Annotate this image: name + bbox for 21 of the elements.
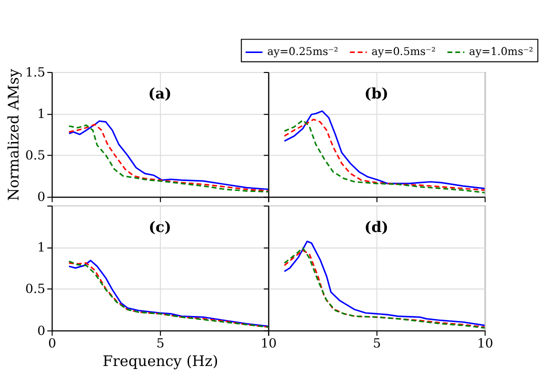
legend-label: ay=1.0ms⁻² (469, 45, 534, 58)
y-tick-label: 0.5 (25, 148, 46, 163)
y-tick-label: 0.5 (25, 281, 46, 296)
x-tick-label: 5 (372, 335, 381, 350)
legend-label: ay=0.25ms⁻² (267, 45, 338, 58)
y-tick-label: 0 (37, 189, 46, 204)
y-tick-label: 1 (37, 240, 46, 255)
y-tick-label: 0 (37, 322, 46, 338)
y-tick-label: 1 (37, 106, 46, 121)
legend-label: ay=0.5ms⁻² (372, 45, 436, 58)
y-axis-title: Normalized AMsy (5, 68, 22, 201)
y-tick-label: 1.5 (25, 64, 46, 80)
annotation: (b) (364, 85, 388, 102)
annotation: (c) (148, 218, 172, 236)
x-tick-label: 0 (48, 335, 56, 350)
x-tick-label: 5 (156, 335, 164, 350)
annotation: (d) (364, 218, 388, 236)
annotation: (a) (148, 85, 172, 102)
x-axis-title: Frequency (Hz) (102, 352, 218, 370)
x-tick-label: 10 (477, 335, 494, 350)
x-tick-label: 10 (260, 335, 277, 350)
